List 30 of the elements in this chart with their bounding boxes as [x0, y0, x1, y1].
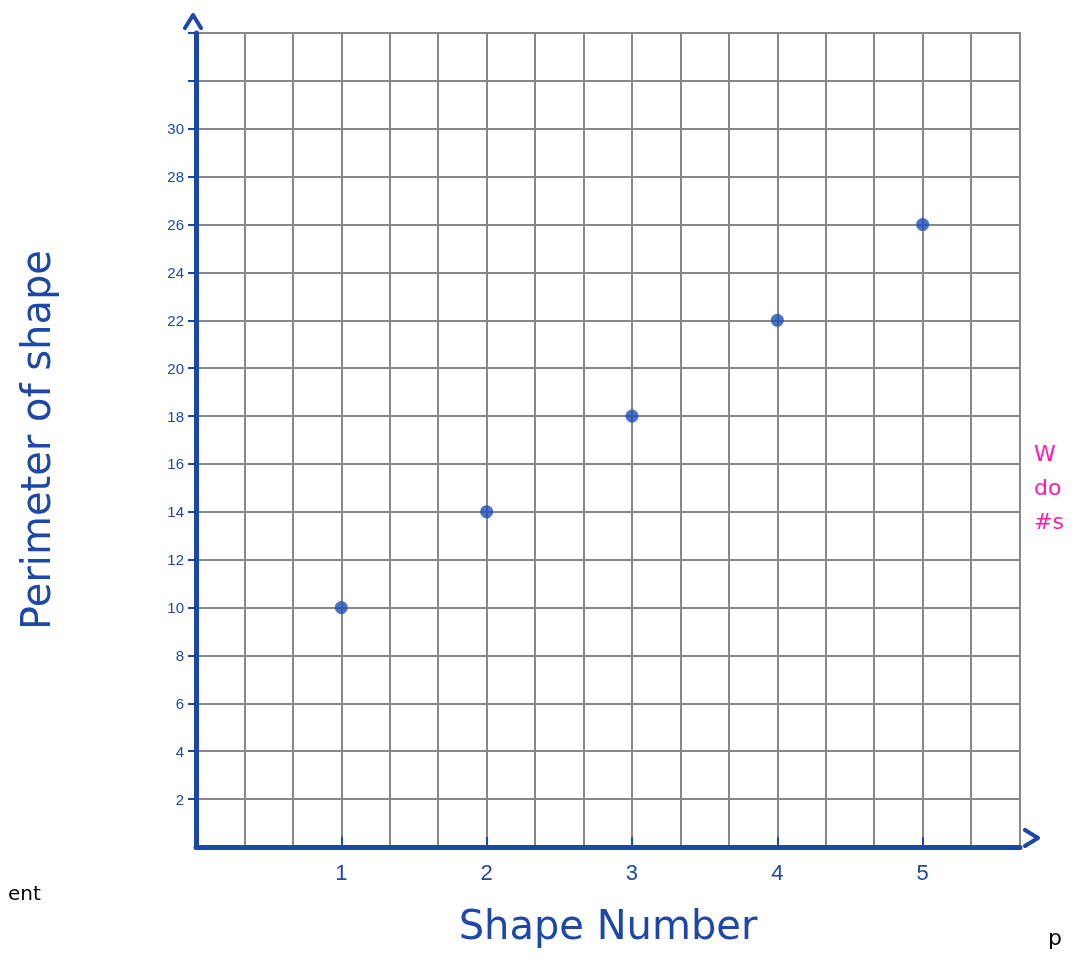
- y-tick-label: 18: [167, 407, 184, 425]
- y-tick-label: 6: [175, 694, 184, 712]
- y-tick-label: 8: [175, 646, 184, 664]
- point: [334, 601, 348, 615]
- x-tick-label: 1: [335, 859, 348, 885]
- y-tick-label: 12: [167, 551, 184, 569]
- y-tick-label: 20: [167, 359, 184, 377]
- y-tick-label: 22: [167, 311, 184, 329]
- y-tick-label: 28: [167, 168, 184, 186]
- y-tick-label: 26: [167, 216, 184, 234]
- x-tick-label: 3: [625, 859, 639, 885]
- x-tick-label: 4: [771, 859, 784, 885]
- y-tick-label: 14: [167, 503, 184, 521]
- x-tick-label: 2: [480, 859, 493, 885]
- text: W do #s: [1034, 440, 1064, 534]
- point: [916, 218, 930, 232]
- x-axis-title: Shape Number: [458, 902, 758, 948]
- y-tick-label: 4: [175, 742, 184, 760]
- point: [770, 313, 784, 327]
- x-tick-label: 5: [916, 859, 929, 885]
- point: [625, 409, 639, 423]
- point: [480, 505, 494, 519]
- y-tick-label: 24: [167, 263, 184, 281]
- y-tick-label: 10: [167, 599, 184, 617]
- y-tick-label: 30: [167, 120, 184, 138]
- y-tick-label: 16: [167, 455, 184, 473]
- y-tick-label: 2: [175, 790, 184, 808]
- y-axis-title: Perimeter of shape: [13, 250, 59, 630]
- text: ent: [8, 881, 41, 905]
- text: p: [1048, 924, 1062, 950]
